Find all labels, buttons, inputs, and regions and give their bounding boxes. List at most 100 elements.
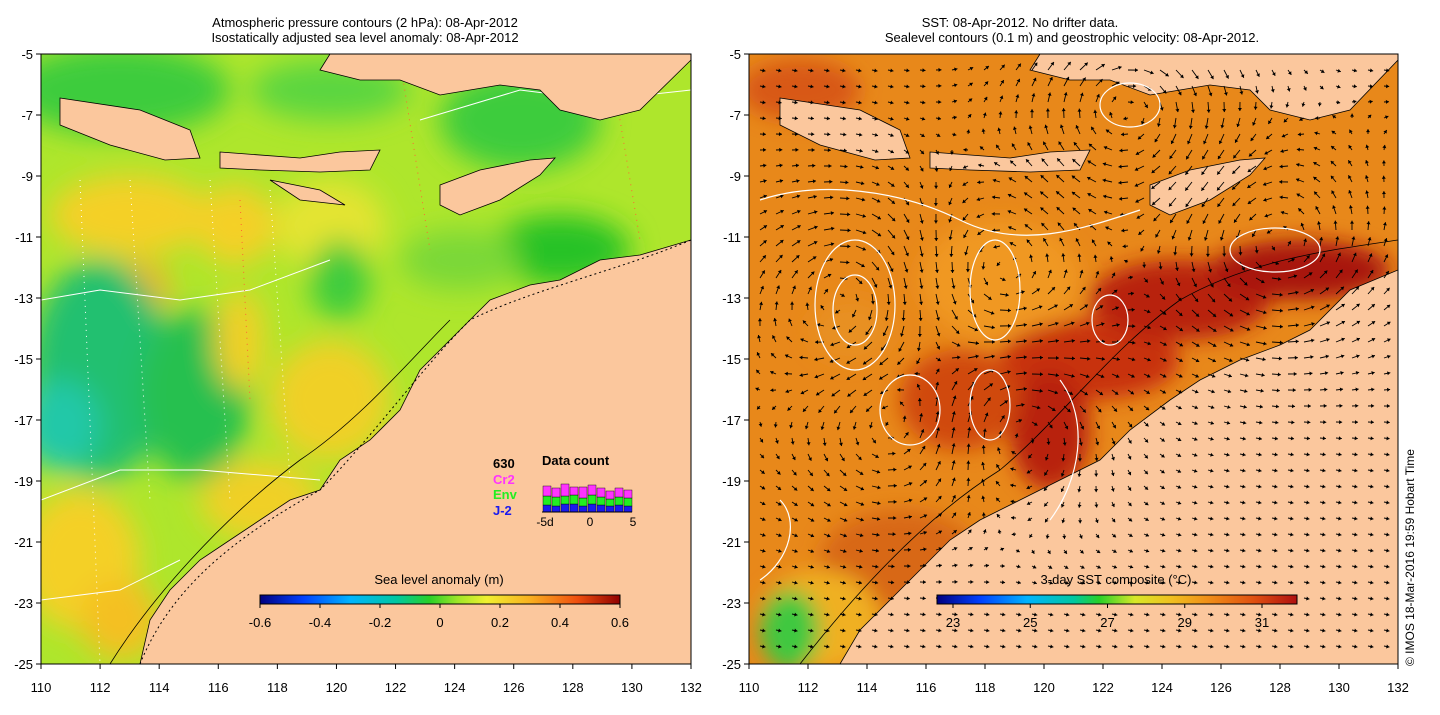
series-label-cr2: Cr2 <box>493 472 515 487</box>
right-x-tick-label: 132 <box>1387 680 1409 695</box>
left-y-tick-label: -23 <box>14 596 33 611</box>
sst-colorbar-title: 3-day SST composite (°C) <box>1041 572 1192 587</box>
data-count-bar-segment <box>543 505 551 512</box>
right-x-tick-label: 128 <box>1269 680 1291 695</box>
left-y-tick-label: -15 <box>14 352 33 367</box>
right-title-line1: SST: 08-Apr-2012. No drifter data. <box>922 15 1119 30</box>
data-count-bar-segment <box>615 505 623 512</box>
right-x-tick-label: 130 <box>1328 680 1350 695</box>
left-y-tick-label: -11 <box>15 230 33 245</box>
right-x-tick-label: 124 <box>1151 680 1173 695</box>
right-x-tick-label: 118 <box>975 680 996 695</box>
left-x-tick-label: 130 <box>621 680 643 695</box>
credit-text: © IMOS 18-Mar-2016 19:59 Hobart Time <box>1403 449 1417 666</box>
data-count-bar-segment <box>597 497 605 505</box>
sea-level-anomaly-map <box>10 45 691 664</box>
data-count-bar-segment <box>624 498 632 506</box>
data-count-bar-segment <box>579 487 587 498</box>
left-x-tick-label: 122 <box>385 680 407 695</box>
right-x-tick-label: 112 <box>798 680 819 695</box>
right-y-tick-label: -9 <box>729 169 741 184</box>
data-count-bar-segment <box>552 497 560 506</box>
left-y-tick-label: -9 <box>21 169 33 184</box>
right-x-tick-label: 110 <box>739 680 760 695</box>
sla-colorbar-tick-label: -0.6 <box>249 615 271 630</box>
data-count-bar-segment <box>561 484 569 496</box>
sst-colorbar-tick-label: 31 <box>1255 615 1269 630</box>
data-count-bar-segment <box>561 496 569 504</box>
data-count-bar-segment <box>615 488 623 497</box>
data-count-total: 630 <box>493 456 515 471</box>
data-count-bar-segment <box>606 506 614 512</box>
data-count-bar-segment <box>624 490 632 498</box>
sst-colorbar-tick-label: 29 <box>1178 615 1192 630</box>
data-count-bar-segment <box>570 487 578 495</box>
right-x-tick-label: 116 <box>916 680 937 695</box>
data-count-bar-segment <box>552 488 560 497</box>
right-x-tick-label: 120 <box>1033 680 1055 695</box>
data-count-xlabel-end: 5 <box>630 515 637 529</box>
data-count-bar-segment <box>606 491 614 499</box>
right-y-tick-label: -5 <box>729 47 741 62</box>
sla-colorbar-tick-label: -0.4 <box>309 615 331 630</box>
left-x-tick-label: 124 <box>444 680 466 695</box>
left-y-tick-label: -5 <box>21 47 33 62</box>
sst-colorbar-tick-label: 23 <box>946 615 960 630</box>
right-x-tick-label: 114 <box>857 680 878 695</box>
data-count-bar-segment <box>552 506 560 512</box>
left-y-tick-label: -7 <box>21 108 33 123</box>
sla-colorbar-tick-label: -0.2 <box>369 615 391 630</box>
data-count-bar-segment <box>588 485 596 495</box>
left-x-tick-label: 114 <box>149 680 170 695</box>
data-count-bar-segment <box>588 495 596 504</box>
right-y-tick-label: -19 <box>722 474 741 489</box>
data-count-bar-segment <box>543 486 551 496</box>
right-y-tick-label: -17 <box>722 413 741 428</box>
data-count-bar-segment <box>543 496 551 505</box>
data-count-bar-segment <box>579 498 587 506</box>
sla-colorbar-title: Sea level anomaly (m) <box>374 572 503 587</box>
left-y-tick-label: -25 <box>14 657 33 672</box>
right-y-tick-label: -15 <box>722 352 741 367</box>
left-y-tick-label: -21 <box>14 535 33 550</box>
sla-colorbar-tick-label: 0.4 <box>551 615 569 630</box>
left-x-tick-label: 118 <box>267 680 288 695</box>
sst-colorbar-ramp <box>937 595 1297 604</box>
left-x-tick-label: 126 <box>503 680 525 695</box>
data-count-bar-segment <box>579 506 587 512</box>
data-count-xlabel-start: -5d <box>536 515 553 529</box>
data-count-bar-segment <box>561 504 569 512</box>
left-panel: Atmospheric pressure contours (2 hPa): 0… <box>10 15 691 664</box>
data-count-bar-segment <box>570 495 578 504</box>
left-x-tick-label: 120 <box>326 680 348 695</box>
data-count-title: Data count <box>542 453 610 468</box>
right-title-line2: Sealevel contours (0.1 m) and geostrophi… <box>885 30 1259 45</box>
sla-colorbar-tick-label: 0.6 <box>611 615 629 630</box>
sla-colorbar-tick-label: 0 <box>436 615 443 630</box>
sla-colorbar-tick-label: 0.2 <box>491 615 509 630</box>
right-y-tick-label: -11 <box>723 230 741 245</box>
data-count-bar-segment <box>570 504 578 512</box>
right-y-tick-label: -23 <box>722 596 741 611</box>
sst-colorbar-tick-label: 27 <box>1100 615 1114 630</box>
data-count-bar-segment <box>624 506 632 512</box>
right-panel: SST: 08-Apr-2012. No drifter data. Seale… <box>740 15 1417 670</box>
right-x-tick-label: 126 <box>1210 680 1232 695</box>
left-y-tick-label: -17 <box>14 413 33 428</box>
left-x-tick-label: 112 <box>90 680 111 695</box>
sla-colorbar-ramp <box>260 595 620 604</box>
series-label-env: Env <box>493 487 518 502</box>
right-y-tick-label: -25 <box>722 657 741 672</box>
left-x-tick-label: 110 <box>31 680 52 695</box>
data-count-bar-segment <box>606 499 614 506</box>
series-label-j2: J-2 <box>493 503 512 518</box>
right-y-tick-label: -13 <box>722 291 741 306</box>
right-y-tick-label: -21 <box>722 535 741 550</box>
right-y-tick-label: -7 <box>729 108 741 123</box>
sst-colorbar-tick-label: 25 <box>1023 615 1037 630</box>
right-x-tick-label: 122 <box>1092 680 1114 695</box>
data-count-bar-segment <box>597 488 605 497</box>
left-y-tick-label: -19 <box>14 474 33 489</box>
data-count-bar-segment <box>588 504 596 512</box>
